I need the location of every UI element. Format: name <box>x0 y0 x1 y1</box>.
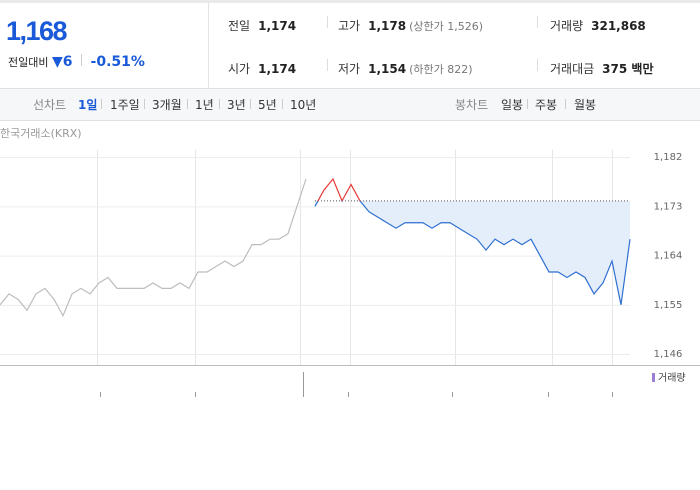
tab-separator <box>282 99 283 109</box>
volume-legend-swatch <box>652 373 655 382</box>
period-tab[interactable]: 5년 <box>258 98 277 112</box>
top-border <box>0 0 700 3</box>
stat-value: 375 백만 <box>602 62 654 76</box>
stat: 저가 1,154 (하한가 822) <box>338 58 473 77</box>
period-tab[interactable]: 3개월 <box>152 98 182 112</box>
stat-value: 1,154 <box>368 62 407 76</box>
stat: 거래량 321,868 <box>550 15 646 34</box>
tab-group-label: 봉차트 <box>455 98 489 112</box>
current-price: 1,168 <box>6 16 68 46</box>
y-tick-label: 1,155 <box>654 300 683 311</box>
tab-separator <box>527 99 528 109</box>
tab-separator <box>101 99 102 109</box>
tab-separator <box>219 99 220 109</box>
y-tick-label: 1,182 <box>654 152 683 163</box>
stat-value: 1,174 <box>258 62 297 76</box>
data-source: 한국거래소(KRX) <box>0 127 82 140</box>
tab-separator <box>144 99 145 109</box>
tab-separator <box>187 99 188 109</box>
change-row: 전일대비 ▼6 -0.51% <box>8 54 145 70</box>
stat: 고가 1,178 (상한가 1,526) <box>338 15 483 34</box>
period-tab[interactable]: 1주일 <box>110 98 140 112</box>
divider <box>537 59 538 71</box>
stat-label: 저가 <box>338 62 361 76</box>
period-tab[interactable]: 주봉 <box>535 98 558 112</box>
price-line <box>0 178 307 318</box>
stat-value: 321,868 <box>591 19 646 33</box>
tab-group-label: 선차트 <box>33 98 67 112</box>
y-tick-label: 1,173 <box>654 201 683 212</box>
time-dividers <box>97 150 613 365</box>
stat-label: 거래량 <box>550 19 584 33</box>
period-tab[interactable]: 1년 <box>195 98 214 112</box>
stat-label: 전일 <box>228 19 251 33</box>
change-down-icon: ▼ <box>51 54 63 70</box>
tab-bar <box>0 88 700 121</box>
stat-label: 시가 <box>228 62 251 76</box>
change-pct: -0.51% <box>90 54 145 70</box>
divider <box>537 16 538 28</box>
period-tab[interactable]: 월봉 <box>574 98 597 112</box>
period-tab[interactable]: 3년 <box>227 98 246 112</box>
change-label: 전일대비 <box>8 56 49 69</box>
stat-note: (상한가 1,526) <box>409 20 483 33</box>
volume-legend: 거래량 <box>658 372 686 384</box>
tab-separator <box>250 99 251 109</box>
divider <box>327 16 328 28</box>
period-tab[interactable]: 일봉 <box>501 98 524 112</box>
stat-value: 1,178 <box>368 19 407 33</box>
divider <box>81 54 83 66</box>
divider <box>208 0 209 88</box>
price-line <box>314 177 631 305</box>
period-tab[interactable]: 10년 <box>290 98 317 112</box>
tab-separator <box>565 99 566 109</box>
stat: 거래대금 375 백만 <box>550 58 653 77</box>
stat-note: (하한가 822) <box>409 63 473 76</box>
stat-label: 고가 <box>338 19 361 33</box>
stat: 전일 1,174 <box>228 15 296 34</box>
volume-ticks <box>100 372 613 397</box>
stat: 시가 1,174 <box>228 58 296 77</box>
divider <box>327 59 328 71</box>
y-tick-label: 1,146 <box>654 349 683 360</box>
area-fill <box>315 200 630 305</box>
period-tab[interactable]: 1일 <box>78 98 98 112</box>
stat-value: 1,174 <box>258 19 297 33</box>
change-value: 6 <box>62 54 73 70</box>
stat-label: 거래대금 <box>550 62 595 76</box>
y-tick-label: 1,164 <box>654 251 683 262</box>
